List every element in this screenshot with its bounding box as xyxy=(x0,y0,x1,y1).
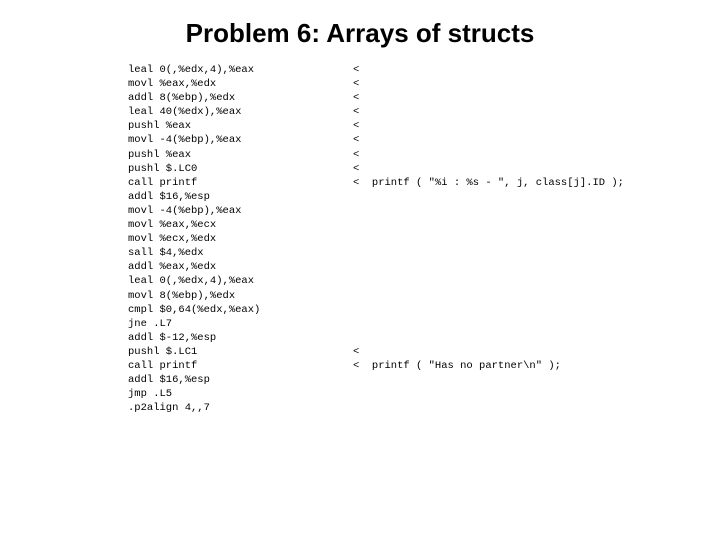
src-line xyxy=(353,246,720,260)
src-line xyxy=(353,218,720,232)
source-column: < < < < < < < < < printf ( "%i : %s - ",… xyxy=(353,63,720,415)
src-line xyxy=(353,331,720,345)
src-line xyxy=(353,190,720,204)
src-line: < xyxy=(353,133,720,147)
asm-line: leal 40(%edx),%eax xyxy=(128,105,353,119)
src-line: < xyxy=(353,91,720,105)
code-area: leal 0(,%edx,4),%eaxmovl %eax,%edxaddl 8… xyxy=(0,63,720,415)
asm-line: pushl $.LC1 xyxy=(128,345,353,359)
assembly-column: leal 0(,%edx,4),%eaxmovl %eax,%edxaddl 8… xyxy=(128,63,353,415)
src-line xyxy=(353,373,720,387)
src-line xyxy=(353,260,720,274)
asm-line: pushl $.LC0 xyxy=(128,162,353,176)
asm-line: leal 0(,%edx,4),%eax xyxy=(128,63,353,77)
src-line xyxy=(353,401,720,415)
asm-line: movl -4(%ebp),%eax xyxy=(128,133,353,147)
asm-line: addl 8(%ebp),%edx xyxy=(128,91,353,105)
asm-line: addl $16,%esp xyxy=(128,190,353,204)
src-line xyxy=(353,289,720,303)
src-line: < xyxy=(353,119,720,133)
src-line xyxy=(353,204,720,218)
src-line xyxy=(353,387,720,401)
src-line: < printf ( "Has no partner\n" ); xyxy=(353,359,720,373)
asm-line: movl -4(%ebp),%eax xyxy=(128,204,353,218)
asm-line: movl %ecx,%edx xyxy=(128,232,353,246)
src-line xyxy=(353,317,720,331)
asm-line: call printf xyxy=(128,359,353,373)
slide-title: Problem 6: Arrays of structs xyxy=(0,18,720,49)
asm-line: jne .L7 xyxy=(128,317,353,331)
src-line xyxy=(353,303,720,317)
src-line: < xyxy=(353,148,720,162)
asm-line: addl %eax,%edx xyxy=(128,260,353,274)
src-line: < xyxy=(353,63,720,77)
asm-line: cmpl $0,64(%edx,%eax) xyxy=(128,303,353,317)
src-line xyxy=(353,232,720,246)
asm-line: movl %eax,%edx xyxy=(128,77,353,91)
asm-line: addl $16,%esp xyxy=(128,373,353,387)
asm-line: movl %eax,%ecx xyxy=(128,218,353,232)
asm-line: addl $-12,%esp xyxy=(128,331,353,345)
src-line xyxy=(353,274,720,288)
asm-line: .p2align 4,,7 xyxy=(128,401,353,415)
src-line: < xyxy=(353,77,720,91)
asm-line: leal 0(,%edx,4),%eax xyxy=(128,274,353,288)
asm-line: pushl %eax xyxy=(128,148,353,162)
src-line: < printf ( "%i : %s - ", j, class[j].ID … xyxy=(353,176,720,190)
asm-line: sall $4,%edx xyxy=(128,246,353,260)
src-line: < xyxy=(353,345,720,359)
asm-line: jmp .L5 xyxy=(128,387,353,401)
src-line: < xyxy=(353,162,720,176)
asm-line: call printf xyxy=(128,176,353,190)
src-line: < xyxy=(353,105,720,119)
asm-line: pushl %eax xyxy=(128,119,353,133)
slide-container: Problem 6: Arrays of structs leal 0(,%ed… xyxy=(0,18,720,558)
asm-line: movl 8(%ebp),%edx xyxy=(128,289,353,303)
